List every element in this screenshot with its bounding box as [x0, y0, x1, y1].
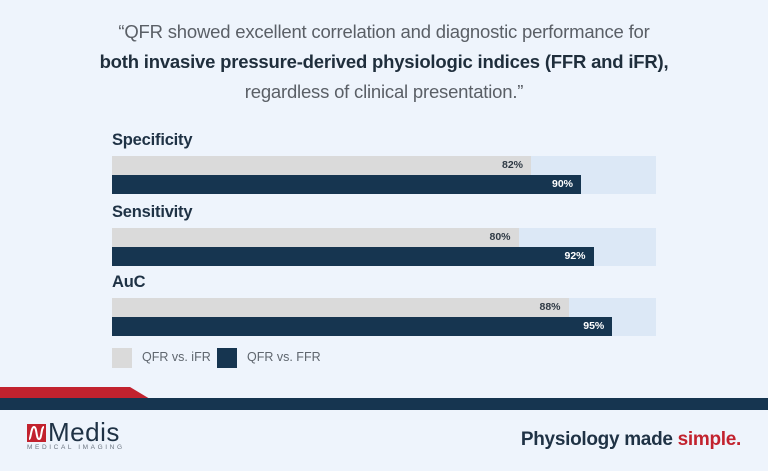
decorative-red-band [0, 387, 150, 399]
bar-auc-ffr: 95% [112, 317, 613, 336]
category-label-sensitivity: Sensitivity [112, 203, 193, 221]
bar-specificity-ifr: 82% [112, 156, 531, 175]
brand-subtitle: MEDICAL IMAGING [27, 444, 125, 451]
bar-value-label: 95% [583, 320, 605, 332]
bar-sensitivity-ifr: 80% [112, 228, 519, 247]
bar-value-label: 80% [489, 231, 511, 243]
legend-label-ffr: QFR vs. FFR [247, 350, 321, 364]
category-label-auc: AuC [112, 273, 146, 291]
medis-logo-icon [27, 424, 46, 442]
quote: “QFR showed excellent correlation and di… [0, 17, 768, 107]
bar-track-specificity: 82% 90% [112, 156, 656, 194]
bar-specificity-ffr: 90% [112, 175, 581, 194]
brand-name: Medis [48, 417, 120, 447]
legend-label-ifr: QFR vs. iFR [142, 350, 211, 364]
tagline: Physiology made simple. [521, 429, 741, 451]
decorative-navy-band [0, 398, 768, 410]
bar-track-sensitivity: 80% 92% [112, 228, 656, 266]
tagline-main: Physiology made [520, 429, 678, 450]
bar-sensitivity-ffr: 92% [112, 247, 594, 266]
bar-track-auc: 88% 95% [112, 298, 656, 336]
quote-line-2: both invasive pressure-derived physiolog… [99, 51, 669, 72]
bar-value-label: 92% [564, 250, 586, 262]
bar-auc-ifr: 88% [112, 298, 569, 317]
quote-line-3: regardless of clinical presentation.” [244, 81, 524, 102]
category-label-specificity: Specificity [112, 131, 193, 149]
legend-swatch-ifr [112, 348, 132, 368]
tagline-accent: simple. [677, 429, 742, 450]
quote-line-1: “QFR showed excellent correlation and di… [118, 21, 650, 42]
bar-value-label: 88% [539, 301, 561, 313]
bar-value-label: 90% [551, 178, 573, 190]
bar-value-label: 82% [501, 159, 523, 171]
legend-swatch-ffr [217, 348, 237, 368]
